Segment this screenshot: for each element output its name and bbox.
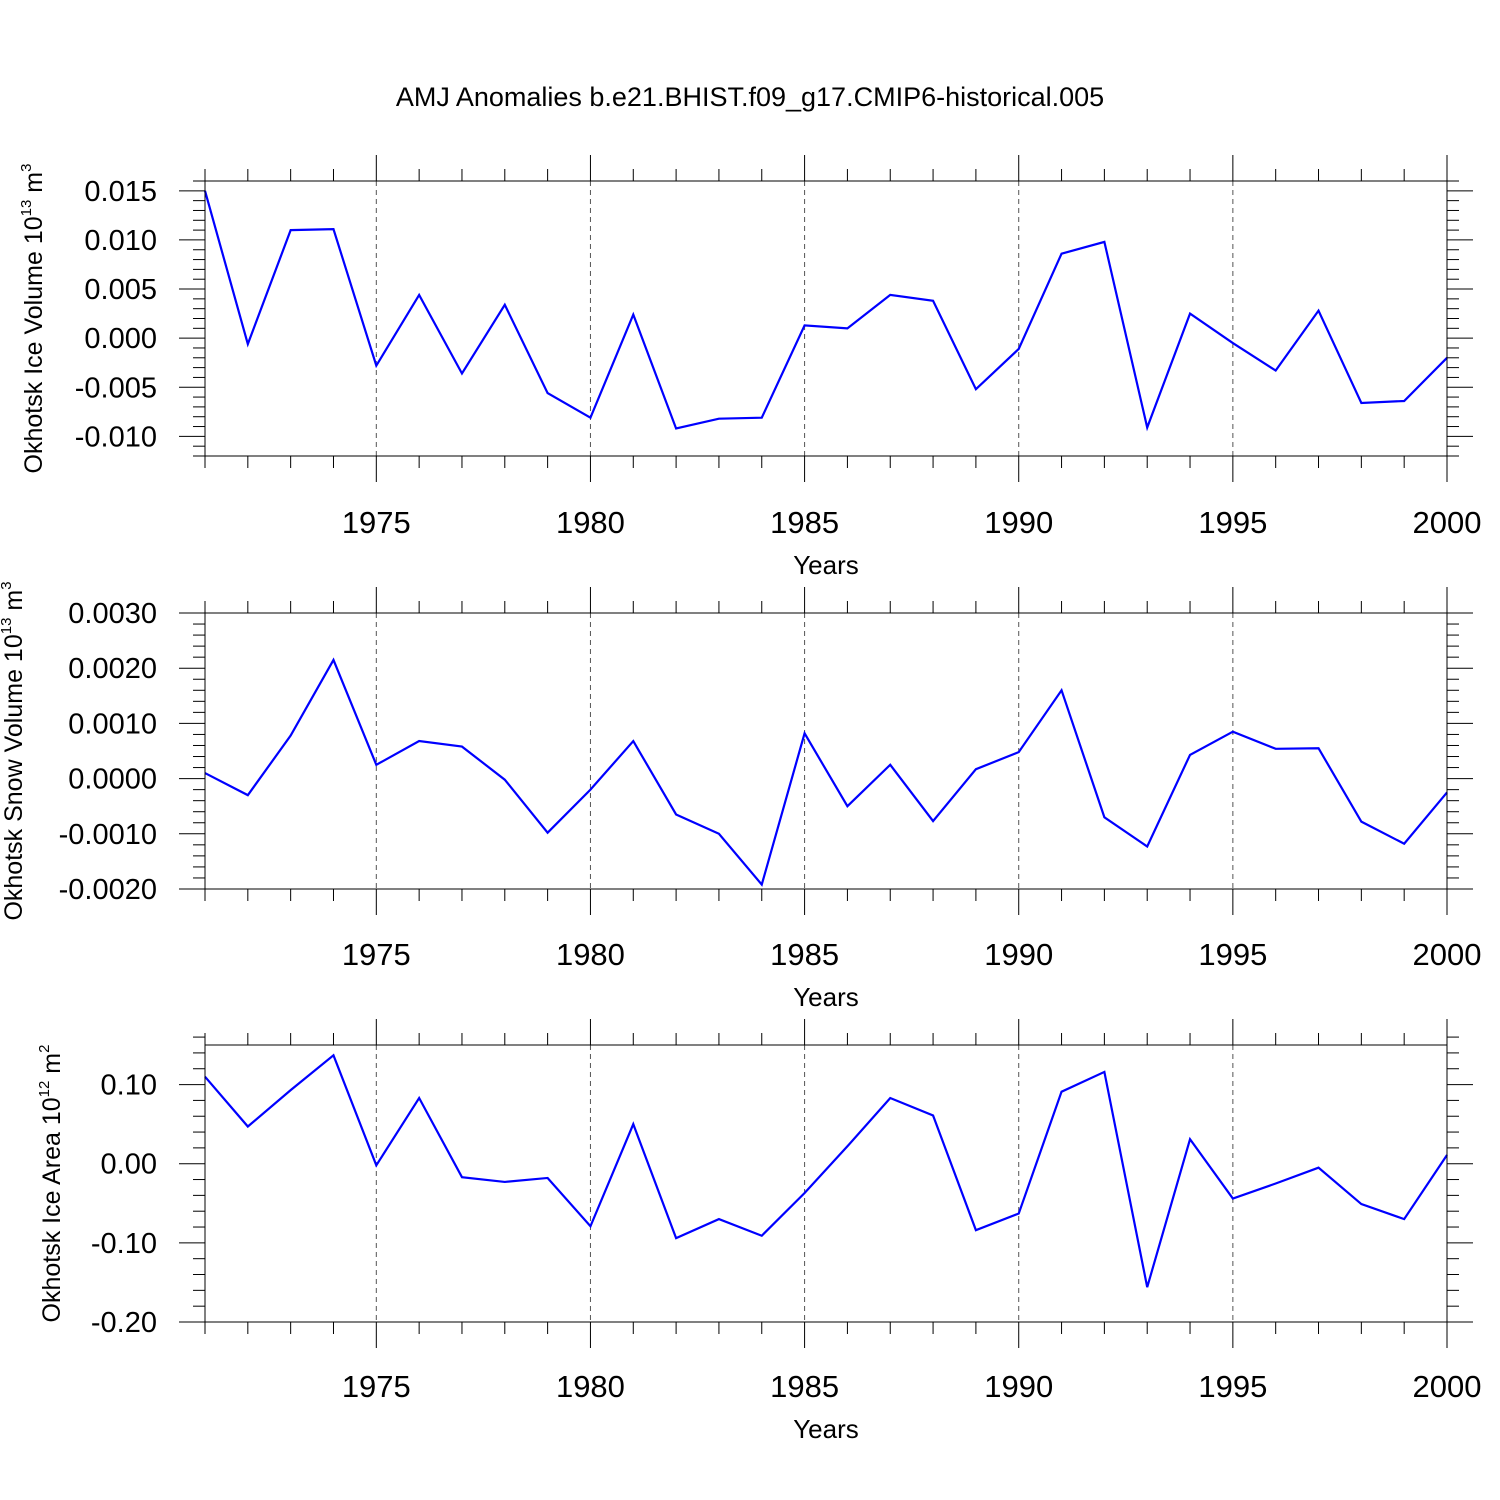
panels-container: -0.010 -0.005 0.000 0.005 0.010 0.015 1975 1980… bbox=[0, 155, 1481, 1444]
x-tick-label: 2000 bbox=[1413, 1369, 1482, 1404]
x-tick-label: 1975 bbox=[342, 937, 411, 972]
y-tick-label: 0.0030 bbox=[68, 598, 157, 630]
y-tick-label: -0.20 bbox=[91, 1307, 157, 1339]
x-axis-label: Years bbox=[793, 982, 859, 1012]
chart-panel-3: -0.20 -0.10 0.00 0.10 1975 1980 1985 1990 1995 20… bbox=[36, 1019, 1481, 1444]
series-line bbox=[204, 657, 1448, 887]
y-tick-label: -0.0010 bbox=[59, 819, 157, 851]
x-tick-label: 1990 bbox=[984, 937, 1053, 972]
y-axis-label: Okhotsk Ice Area 1012 m2 bbox=[36, 1045, 66, 1323]
y-tick-label: 0.00 bbox=[101, 1149, 157, 1181]
x-tick-label: 1975 bbox=[342, 1369, 411, 1404]
chart-panel-2: -0.0020 -0.0010 0.0000 0.0010 0.0020 0.0030 19… bbox=[0, 581, 1481, 1012]
y-label-exponent: 12 bbox=[36, 1081, 53, 1098]
y-tick-label: 0.0000 bbox=[68, 764, 157, 796]
y-label-unit: m bbox=[20, 172, 48, 200]
x-tick-label: 1975 bbox=[342, 505, 411, 540]
x-tick-label: 1980 bbox=[556, 937, 625, 972]
y-tick-label: 0.010 bbox=[84, 225, 157, 257]
y-label-exponent: 13 bbox=[18, 200, 35, 217]
y-tick-label: -0.0020 bbox=[59, 874, 157, 906]
y-label-unit-exponent: 3 bbox=[18, 164, 35, 172]
y-label-main: Okhotsk Snow Volume 10 bbox=[0, 634, 28, 920]
y-tick-label: 0.0010 bbox=[68, 708, 157, 740]
x-tick-label: 1995 bbox=[1198, 505, 1267, 540]
x-tick-label: 1985 bbox=[770, 937, 839, 972]
y-tick-label: -0.005 bbox=[75, 372, 157, 404]
y-label-exponent: 13 bbox=[0, 618, 15, 635]
figure-title: AMJ Anomalies b.e21.BHIST.f09_g17.CMIP6-… bbox=[396, 82, 1104, 112]
y-tick-label: 0.10 bbox=[101, 1070, 157, 1102]
y-tick-label: -0.10 bbox=[91, 1228, 157, 1260]
y-axis-label: Okhotsk Ice Volume 1013 m3 bbox=[18, 164, 48, 474]
plot-frame bbox=[204, 612, 1448, 890]
x-tick-label: 1990 bbox=[984, 505, 1053, 540]
y-label-main: Okhotsk Ice Volume 10 bbox=[20, 216, 48, 473]
x-tick-label: 1995 bbox=[1198, 937, 1267, 972]
x-tick-label: 1990 bbox=[984, 1369, 1053, 1404]
x-axis-label: Years bbox=[793, 550, 859, 580]
series-line bbox=[203, 190, 1448, 432]
plot-frame bbox=[204, 1044, 1448, 1323]
x-tick-label: 1985 bbox=[770, 505, 839, 540]
plot-frame bbox=[204, 180, 1448, 457]
y-label-unit-exponent: 2 bbox=[36, 1045, 53, 1053]
y-tick-label: 0.015 bbox=[84, 176, 157, 208]
y-tick-label: -0.010 bbox=[75, 421, 157, 453]
y-axis-label: Okhotsk Snow Volume 1013 m3 bbox=[0, 581, 28, 920]
y-label-unit-exponent: 3 bbox=[0, 581, 15, 589]
x-tick-label: 2000 bbox=[1413, 937, 1482, 972]
x-tick-label: 1985 bbox=[770, 1369, 839, 1404]
x-tick-label: 1995 bbox=[1198, 1369, 1267, 1404]
x-tick-label: 1980 bbox=[556, 1369, 625, 1404]
x-axis-label: Years bbox=[793, 1414, 859, 1444]
chart-panel-1: -0.010 -0.005 0.000 0.005 0.010 0.015 1975 1980… bbox=[18, 155, 1481, 580]
series-line bbox=[204, 1053, 1448, 1288]
x-tick-label: 2000 bbox=[1413, 505, 1482, 540]
y-label-unit: m bbox=[0, 590, 28, 618]
y-tick-label: 0.005 bbox=[84, 274, 157, 306]
x-tick-label: 1980 bbox=[556, 505, 625, 540]
y-label-main: Okhotsk Ice Area 10 bbox=[38, 1097, 66, 1322]
y-tick-label: 0.000 bbox=[84, 323, 157, 355]
y-tick-label: 0.0020 bbox=[68, 653, 157, 685]
y-label-unit: m bbox=[38, 1053, 66, 1081]
